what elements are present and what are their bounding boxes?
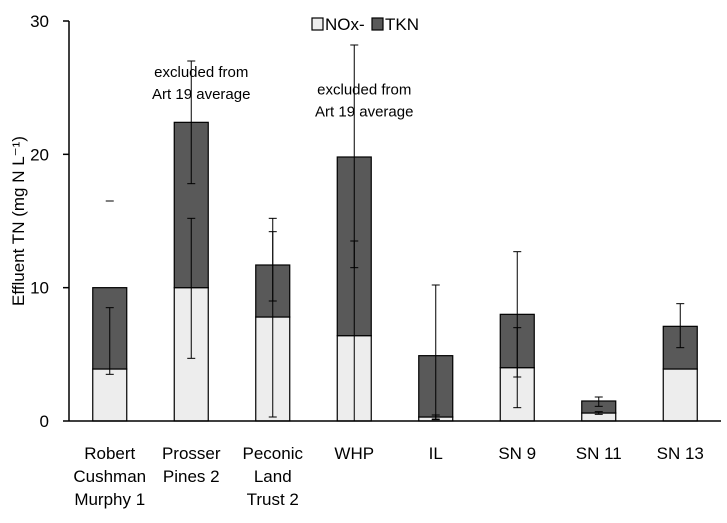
x-axis: Robert Cushman Murphy 1 Prosser Pines 2 Pecon… bbox=[69, 420, 721, 509]
x-tick-label-line: Land bbox=[254, 467, 292, 486]
legend-swatch bbox=[311, 17, 324, 31]
x-tick-label: Prosser Pines 2 bbox=[162, 444, 221, 486]
x-tick-label: SN 13 bbox=[657, 444, 704, 463]
x-tick-label: Peconic Land Trust 2 bbox=[243, 444, 304, 509]
legend: NOx- TKN bbox=[311, 15, 419, 34]
x-tick-label-line: SN 9 bbox=[498, 444, 536, 463]
y-tick-label: 20 bbox=[30, 145, 49, 164]
annotation-line: excluded from bbox=[317, 81, 411, 98]
legend-label: TKN bbox=[385, 15, 419, 34]
x-tick-label-line: Cushman bbox=[73, 467, 146, 486]
x-tick-label-line: Pines 2 bbox=[163, 467, 220, 486]
y-tick-label: 0 bbox=[40, 412, 49, 431]
legend-swatch bbox=[371, 17, 384, 31]
x-tick-label-line: Peconic bbox=[243, 444, 304, 463]
annotation-line: Art 19 average bbox=[315, 103, 413, 120]
x-tick-label-line: SN 11 bbox=[576, 444, 622, 463]
bar-nox bbox=[662, 368, 698, 422]
x-tick-label-line: WHP bbox=[334, 444, 374, 463]
x-tick-label-line: Prosser bbox=[162, 444, 221, 463]
y-axis-label: Effluent TN (mg N L⁻¹) bbox=[9, 136, 28, 306]
annotation-text: excluded from Art 19 average bbox=[315, 81, 413, 120]
y-tick-label: 10 bbox=[30, 279, 49, 298]
x-tick-label: WHP bbox=[334, 444, 374, 463]
x-tick-label: SN 9 bbox=[498, 444, 536, 463]
x-tick-label-line: Trust 2 bbox=[247, 490, 299, 509]
x-tick-label: IL bbox=[429, 444, 443, 463]
x-tick-label: SN 11 bbox=[576, 444, 622, 463]
x-tick-label-line: Robert bbox=[84, 444, 135, 463]
x-tick-label-line: IL bbox=[429, 444, 443, 463]
annotation-text: excluded from Art 19 average bbox=[152, 64, 250, 103]
x-tick-label-line: SN 13 bbox=[657, 444, 704, 463]
error-bars-layer bbox=[105, 44, 685, 422]
x-tick-label-line: Murphy 1 bbox=[74, 490, 145, 509]
annotation-line: Art 19 average bbox=[152, 86, 250, 103]
legend-label: NOx- bbox=[325, 15, 365, 34]
annotation-line: excluded from bbox=[154, 64, 248, 81]
x-tick-label: Robert Cushman Murphy 1 bbox=[73, 444, 146, 509]
annotations-layer: excluded from Art 19 average excluded from… bbox=[152, 64, 413, 120]
bar-nox bbox=[92, 368, 128, 422]
bars-layer bbox=[92, 121, 698, 422]
y-tick-label: 30 bbox=[30, 12, 49, 31]
y-axis: 0 10 20 30 bbox=[30, 12, 70, 431]
